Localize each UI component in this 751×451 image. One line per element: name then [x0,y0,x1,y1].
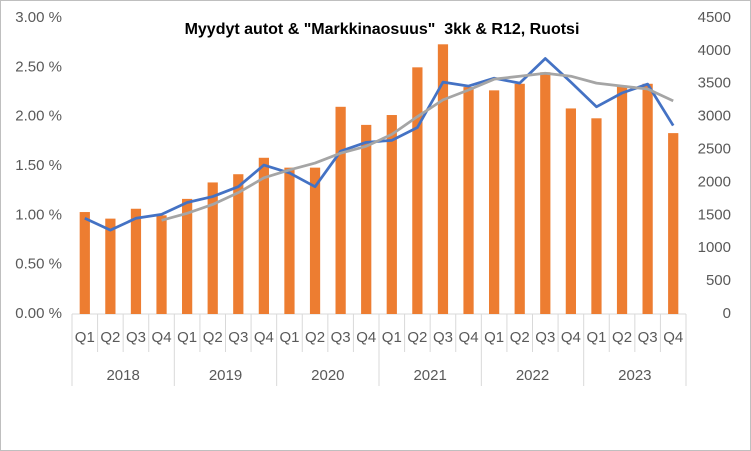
bar [540,72,551,315]
year-label: 2020 [311,367,344,384]
bar [361,124,372,314]
year-label: 2022 [516,367,549,384]
y2-tick-label: 4500 [698,9,731,26]
year-label: 2019 [209,367,242,384]
x-tick-label: Q3 [433,329,453,346]
x-tick-label: Q1 [279,329,299,346]
bar [258,157,269,314]
year-label: 2023 [618,367,651,384]
x-tick-label: Q3 [228,329,248,346]
y-tick-label: 0.00 % [15,305,62,322]
bar [642,83,653,315]
bar [233,174,244,314]
bar [514,83,525,315]
chart-title: Myydyt autot & "Markkinaosuus" 3kk & R12… [185,21,580,38]
bar [412,67,423,314]
y2-tick-label: 2000 [698,173,731,190]
x-tick-label: Q2 [203,329,223,346]
bar [668,133,679,314]
bar [335,106,346,314]
y-tick-label: 3.00 % [15,9,62,26]
year-label: 2018 [106,367,139,384]
y2-tick-label: 1500 [698,206,731,223]
x-tick-label: Q3 [331,329,351,346]
x-tick-label: Q1 [586,329,606,346]
bar [207,182,218,314]
bar [565,108,576,314]
x-tick-label: Q1 [75,329,95,346]
bar [616,85,628,314]
y2-tick-label: 3500 [698,75,731,92]
y-tick-label: 2.00 % [15,108,62,125]
bar [79,212,90,314]
x-tick-label: Q1 [382,329,402,346]
bar [156,215,167,314]
y-tick-label: 1.50 % [15,157,62,174]
y2-tick-label: 3000 [698,108,731,125]
year-label: 2021 [413,367,446,384]
x-tick-label: Q1 [484,329,504,346]
bar [591,118,602,314]
x-tick-label: Q4 [254,329,274,346]
x-tick-label: Q2 [100,329,120,346]
x-tick-label: Q2 [305,329,325,346]
y2-tick-label: 500 [706,272,731,289]
bar [489,90,500,314]
bar [386,115,397,315]
x-tick-label: Q1 [177,329,197,346]
bar [284,167,295,314]
bar [130,208,142,314]
y2-tick-label: 4000 [698,42,731,59]
x-tick-label: Q4 [459,329,479,346]
x-tick-label: Q4 [663,329,683,346]
x-tick-label: Q2 [510,329,530,346]
x-tick-label: Q3 [126,329,146,346]
y2-tick-label: 1000 [698,239,731,256]
bar [105,218,116,314]
y-tick-label: 1.00 % [15,206,62,223]
bar [182,198,193,314]
y2-tick-label: 0 [723,305,731,322]
x-tick-label: Q3 [638,329,658,346]
y2-tick-label: 2500 [698,141,731,158]
bar [309,167,321,314]
x-tick-label: Q3 [535,329,555,346]
x-tick-label: Q2 [407,329,427,346]
bar [437,44,449,315]
x-tick-label: Q4 [152,329,172,346]
x-tick-label: Q4 [561,329,581,346]
x-tick-label: Q2 [612,329,632,346]
x-tick-label: Q4 [356,329,376,346]
y-tick-label: 0.50 % [15,256,62,273]
bar [463,87,474,314]
line [161,71,674,222]
y-tick-label: 2.50 % [15,58,62,75]
